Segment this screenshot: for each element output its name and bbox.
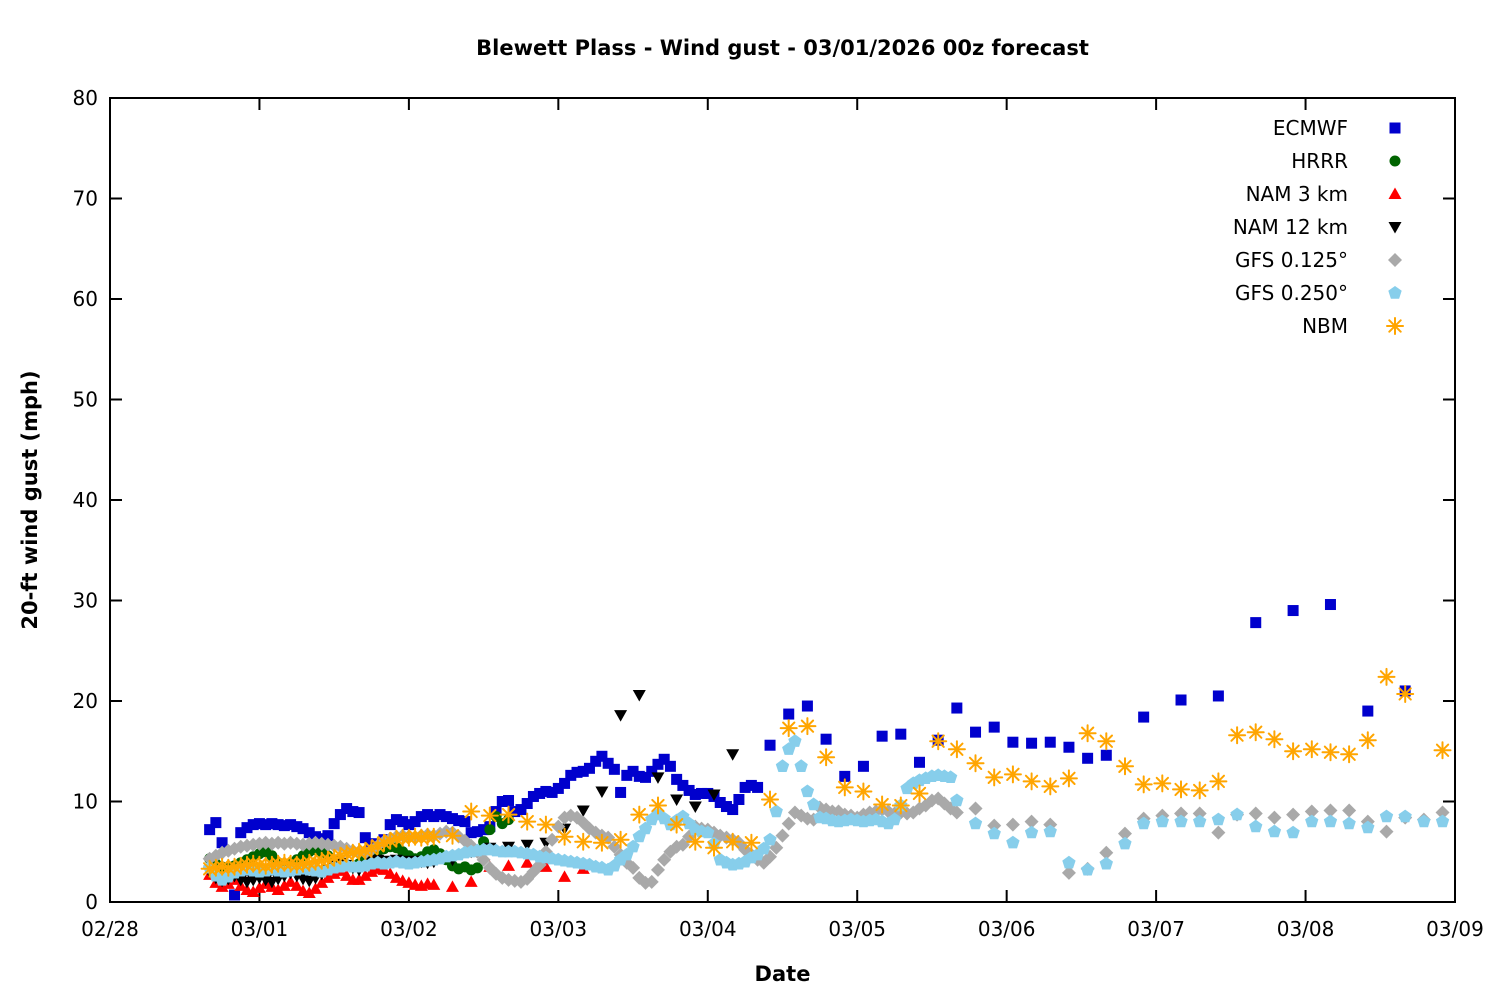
legend-item-gfs-0-250-: GFS 0.250° (1235, 281, 1402, 305)
legend-item-hrrr: HRRR (1291, 149, 1401, 173)
x-tick-label: 02/28 (81, 917, 139, 941)
legend-item-ecmwf: ECMWF (1273, 116, 1401, 140)
x-tick-label: 03/01 (231, 917, 289, 941)
y-tick-label: 0 (85, 890, 98, 914)
x-tick-label: 03/04 (679, 917, 737, 941)
legend-label: GFS 0.125° (1235, 248, 1348, 272)
y-tick-label: 70 (73, 187, 98, 211)
y-tick-label: 50 (73, 388, 98, 412)
legend-label: NBM (1302, 314, 1348, 338)
y-tick-label: 60 (73, 287, 98, 311)
x-tick-label: 03/07 (1127, 917, 1185, 941)
series-nbm (200, 667, 1452, 878)
x-tick-label: 03/08 (1277, 917, 1335, 941)
y-tick-label: 20 (73, 689, 98, 713)
x-tick-label: 03/02 (380, 917, 438, 941)
legend-label: NAM 12 km (1233, 215, 1348, 239)
x-tick-label: 03/03 (530, 917, 588, 941)
chart-title: Blewett Plass - Wind gust - 03/01/2026 0… (476, 36, 1089, 60)
y-tick-label: 10 (73, 790, 98, 814)
series-gfs-0-250- (203, 734, 1450, 886)
x-tick-label: 03/09 (1426, 917, 1484, 941)
legend: ECMWF HRRR NAM 3 km NAM 12 km GFS 0.125° GFS … (1233, 116, 1404, 338)
series-nam-3-km (203, 856, 590, 898)
legend-item-nam-12-km: NAM 12 km (1233, 215, 1402, 239)
legend-label: NAM 3 km (1246, 182, 1348, 206)
legend-item-gfs-0-125-: GFS 0.125° (1235, 248, 1402, 272)
x-tick-label: 03/06 (978, 917, 1036, 941)
legend-label: ECMWF (1273, 116, 1348, 140)
legend-label: GFS 0.250° (1235, 281, 1348, 305)
x-axis-label: Date (754, 962, 811, 986)
series-ecmwf (204, 599, 1411, 901)
x-tick-label: 03/05 (828, 917, 886, 941)
legend-item-nbm: NBM (1302, 314, 1404, 338)
y-tick-label: 40 (73, 488, 98, 512)
legend-label: HRRR (1291, 149, 1348, 173)
y-tick-label: 80 (73, 86, 98, 110)
legend-item-nam-3-km: NAM 3 km (1246, 182, 1402, 206)
y-tick-label: 30 (73, 589, 98, 613)
